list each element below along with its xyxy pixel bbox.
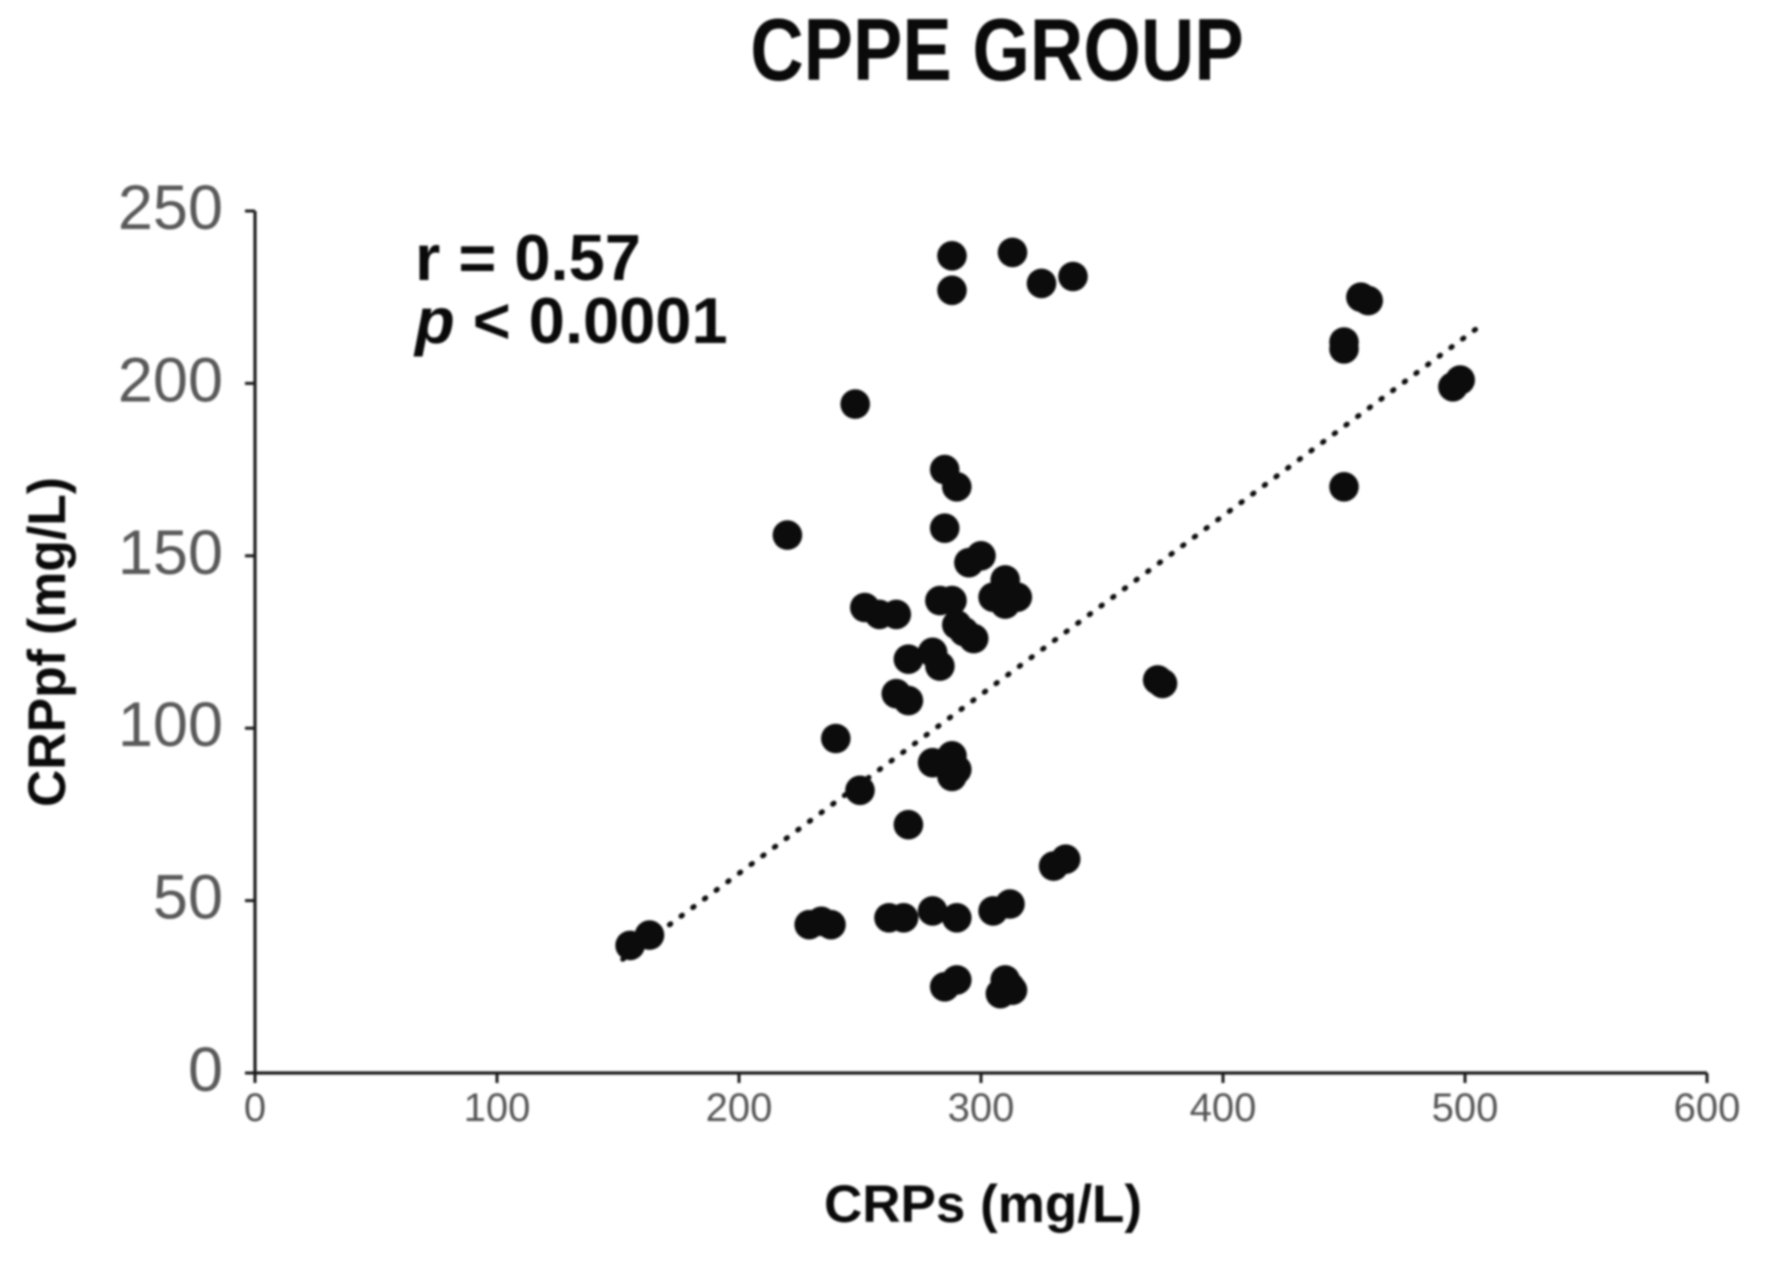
svg-text:400: 400	[1190, 1086, 1257, 1130]
svg-text:0: 0	[188, 1035, 223, 1105]
svg-text:600: 600	[1674, 1086, 1741, 1130]
svg-text:200: 200	[706, 1086, 773, 1130]
svg-text:CRPs (mg/L): CRPs (mg/L)	[824, 1175, 1142, 1234]
svg-text:250: 250	[118, 173, 223, 243]
svg-text:200: 200	[118, 345, 223, 415]
svg-text:50: 50	[153, 863, 223, 933]
svg-text:300: 300	[948, 1086, 1015, 1130]
svg-text:100: 100	[118, 690, 223, 760]
svg-text:500: 500	[1432, 1086, 1499, 1130]
svg-text:100: 100	[464, 1086, 531, 1130]
svg-text:0: 0	[244, 1086, 266, 1130]
svg-text:150: 150	[118, 518, 223, 588]
svg-text:p < 0.0001: p < 0.0001	[413, 284, 728, 357]
svg-text:CRPpf (mg/L): CRPpf (mg/L)	[18, 477, 77, 807]
svg-text:CPPE GROUP: CPPE GROUP	[750, 1, 1243, 99]
